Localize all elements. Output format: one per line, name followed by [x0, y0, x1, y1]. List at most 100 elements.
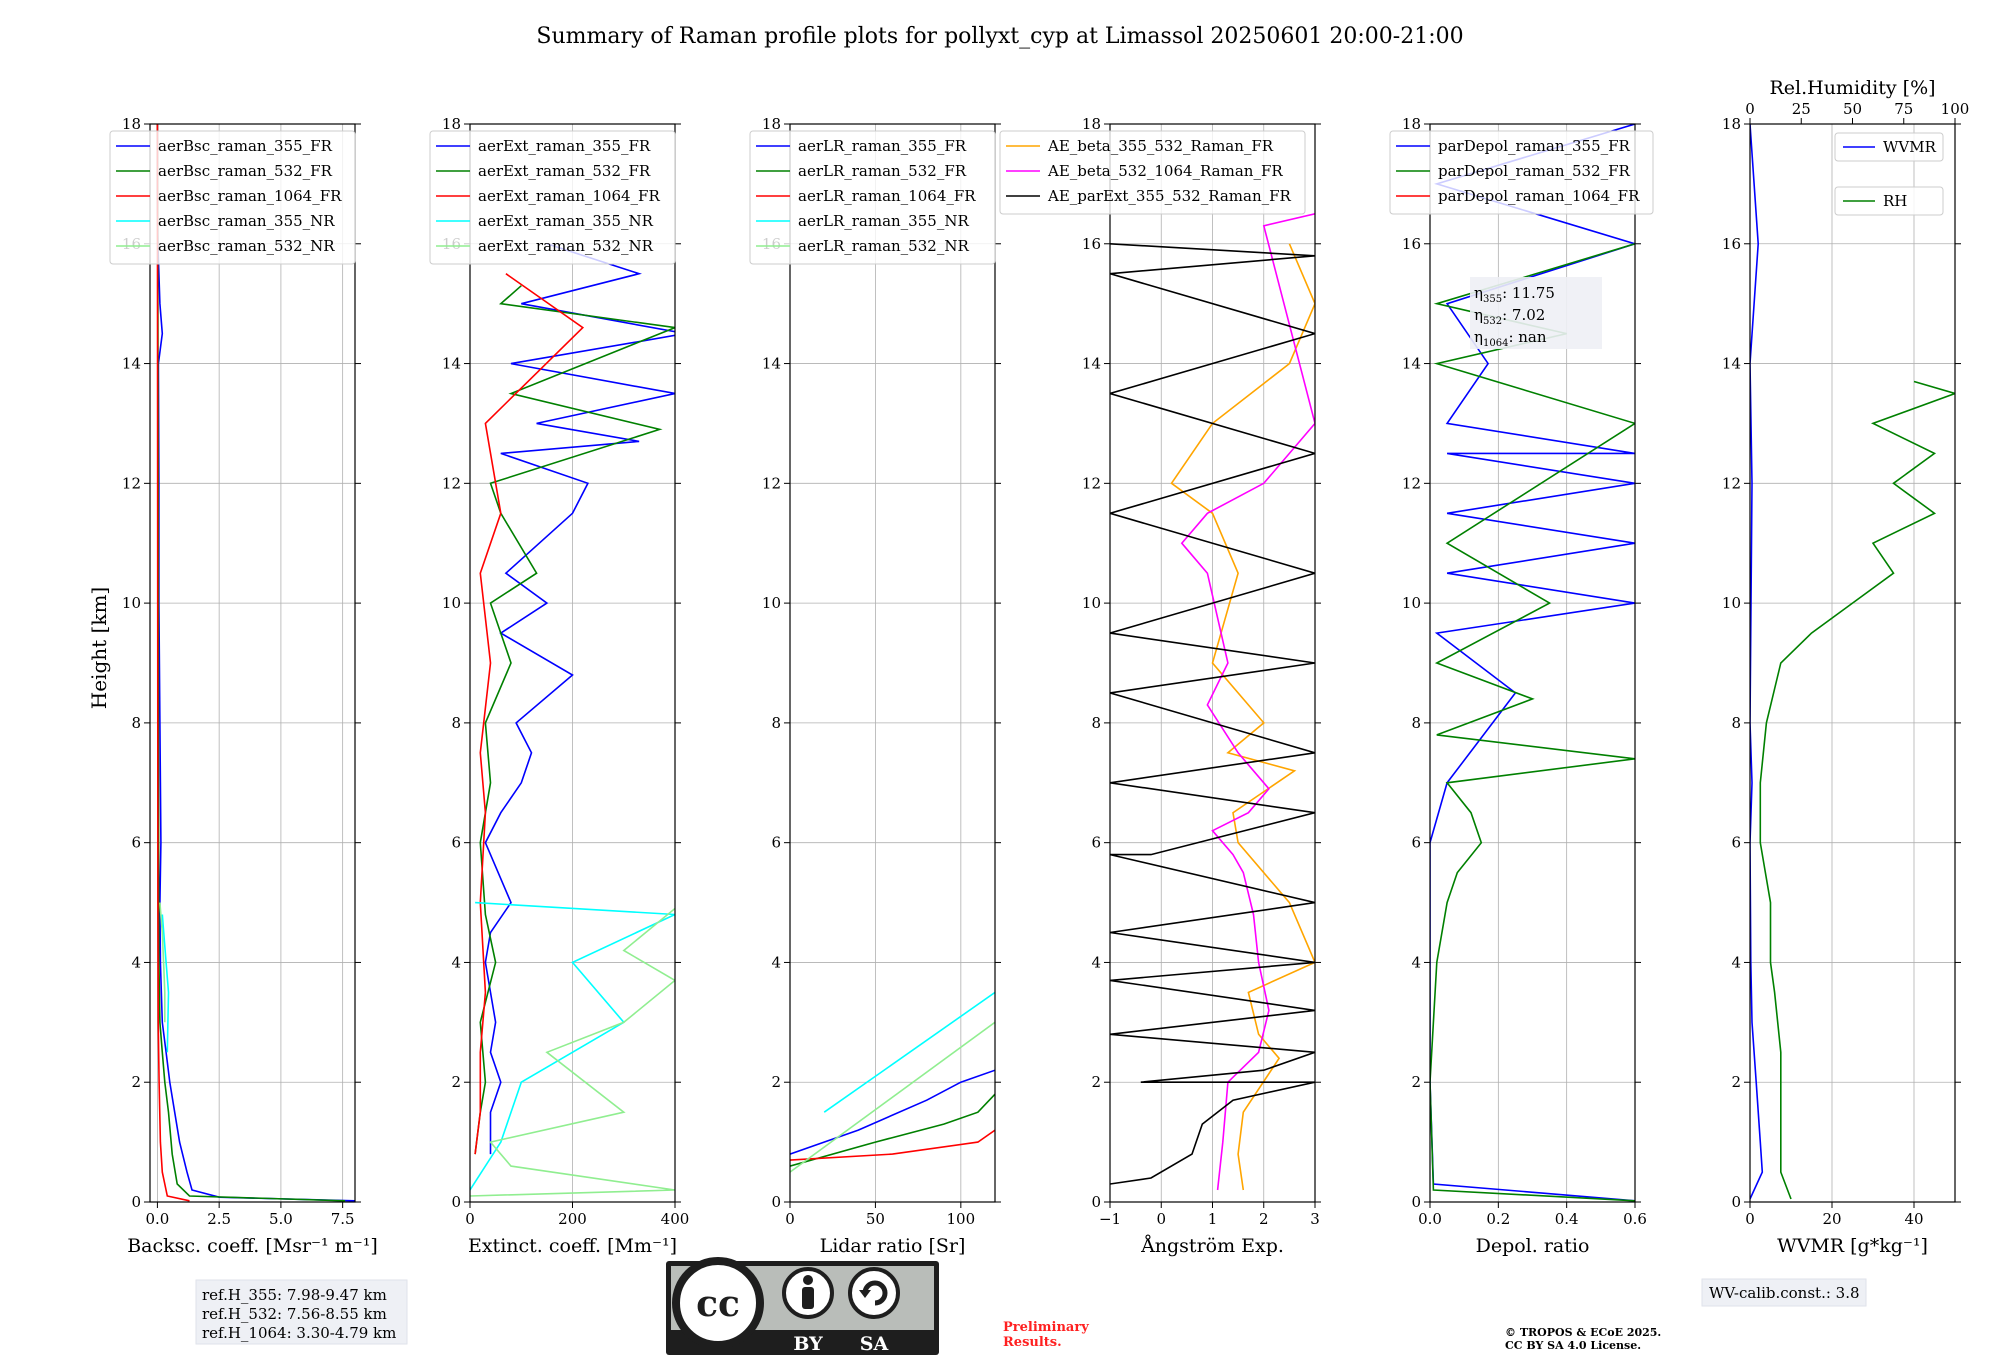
- series-aerlr-raman-532-fr: [790, 1093, 995, 1167]
- x-tick-label: 0: [1156, 1210, 1166, 1228]
- legend-box: [429, 130, 676, 265]
- x-tick-label: 40: [1904, 1210, 1923, 1228]
- series-ae-beta-532-1064-raman-fr: [1180, 213, 1315, 1191]
- legend-box: [1389, 130, 1654, 215]
- series-aerbsc-raman-355-nr: [161, 914, 170, 1053]
- y-tick-label: 0: [131, 1193, 141, 1211]
- legend: aerExt_raman_355_FR aerExt_raman_532_FRae…: [429, 130, 676, 265]
- x-tick-label: −1: [1099, 1210, 1121, 1228]
- y-tick-label: 12: [1402, 474, 1421, 492]
- series-group: [156, 124, 355, 1202]
- legend-label: parDepol_raman_532_FR: [1438, 162, 1631, 180]
- y-tick-label: 6: [1411, 834, 1421, 852]
- series-group: [790, 991, 995, 1173]
- copyright-line2: CC BY SA 4.0 License.: [1505, 1339, 1641, 1352]
- y-tick-label: 10: [762, 594, 781, 612]
- legend-box: [109, 130, 356, 265]
- wv-calib-box: WV-calib.const.: 3.8: [1701, 1278, 1867, 1307]
- ref-height-1064: ref.H_1064: 3.30-4.79 km: [202, 1324, 396, 1342]
- legend-label: AE_beta_532_1064_Raman_FR: [1047, 162, 1283, 180]
- y-tick-label: 2: [771, 1073, 781, 1091]
- x-tick-label: 20: [1822, 1210, 1841, 1228]
- figure-title: Summary of Raman profile plots for polly…: [536, 24, 1463, 49]
- eta-line: η1064: nan: [1474, 328, 1547, 349]
- series-group: [1750, 124, 1955, 1200]
- x-axis-label: Depol. ratio: [1476, 1235, 1590, 1257]
- y-tick-label: 4: [1731, 953, 1741, 971]
- y-tick-label: 2: [131, 1073, 141, 1091]
- legend-box: [1834, 132, 1944, 162]
- legend-label: AE_beta_355_532_Raman_FR: [1047, 137, 1274, 155]
- y-tick-label: 18: [122, 115, 141, 133]
- y-tick-label: 12: [762, 474, 781, 492]
- legend-label: aerLR_raman_355_FR: [798, 137, 967, 155]
- y-tick-label: 18: [762, 115, 781, 133]
- legend-label: AE_parExt_355_532_Raman_FR: [1047, 187, 1292, 205]
- y-tick-label: 0: [451, 1193, 461, 1211]
- panel-5: 0 2 4 6 8 10 12 14 16 18 0.0 0.2 0.4 0.6 Depol. ratio p…: [1389, 115, 1654, 1257]
- x-tick-label: 7.5: [331, 1210, 355, 1228]
- y-tick-label: 14: [762, 355, 781, 373]
- legend-label: RH: [1883, 192, 1907, 210]
- y-tick-label: 12: [1082, 474, 1101, 492]
- legend-label: WVMR: [1883, 138, 1937, 156]
- cc-sa-label: SA: [860, 1333, 889, 1355]
- share-alike-icon: [848, 1267, 900, 1319]
- y-tick-label: 12: [122, 474, 141, 492]
- x2-tick-label: 50: [1843, 100, 1862, 118]
- legend-label: aerLR_raman_1064_FR: [798, 187, 976, 205]
- legend-box: [999, 130, 1306, 215]
- series-aerbsc-raman-532-nr: [159, 902, 166, 1023]
- y-tick-label: 4: [771, 953, 781, 971]
- legend-label: aerBsc_raman_532_FR: [158, 162, 333, 180]
- series-rh: [1759, 380, 1955, 1200]
- y-tick-label: 6: [131, 834, 141, 852]
- series-aerlr-raman-1064-fr: [790, 1129, 995, 1161]
- x-axis-label: Extinct. coeff. [Mm⁻¹]: [468, 1235, 677, 1257]
- series-wvmr: [1750, 124, 1764, 1200]
- y-tick-label: 8: [1411, 714, 1421, 732]
- panel-3: 024681012141618050100Lidar ratio [Sr]aer…: [749, 115, 1001, 1257]
- x-tick-label: 0.0: [145, 1210, 169, 1228]
- panel-2: 0246810121416180200400Extinct. coeff. [M…: [429, 115, 689, 1257]
- x-tick-label: 0.4: [1555, 1210, 1579, 1228]
- legend-label: aerExt_raman_355_NR: [478, 212, 654, 230]
- x2-tick-label: 0: [1745, 100, 1755, 118]
- legend-label: aerExt_raman_355_FR: [478, 137, 651, 155]
- x-tick-label: 2.5: [207, 1210, 231, 1228]
- series-aerext-raman-532-nr: [470, 907, 675, 1197]
- cc-by-label: BY: [793, 1333, 823, 1355]
- y-tick-label: 8: [1091, 714, 1101, 732]
- series-aerext-raman-355-fr: [484, 243, 675, 1155]
- legend: aerBsc_raman_355_FR aerBsc_raman_532_FRae…: [109, 130, 356, 265]
- series-aerlr-raman-532-nr: [790, 1021, 995, 1173]
- x-tick-label: 0.6: [1623, 1210, 1647, 1228]
- y-tick-label: 0: [1731, 1193, 1741, 1211]
- series-pardepol-raman-532-fr: [1430, 243, 1635, 1202]
- legend: AE_beta_355_532_Raman_FR AE_beta_532_1064…: [999, 130, 1306, 215]
- x-tick-label: 3: [1310, 1210, 1320, 1228]
- y-tick-label: 4: [131, 953, 141, 971]
- y-tick-label: 14: [1722, 355, 1741, 373]
- y-tick-label: 18: [1082, 115, 1101, 133]
- series-group: [1110, 213, 1315, 1191]
- y-tick-label: 2: [1411, 1073, 1421, 1091]
- series-aerbsc-raman-355-fr: [156, 124, 355, 1202]
- y-tick-label: 14: [442, 355, 461, 373]
- legend-wvmr: WVMR: [1834, 132, 1944, 162]
- y-tick-label: 10: [442, 594, 461, 612]
- legend: aerLR_raman_355_FR aerLR_raman_532_FR aerL…: [749, 130, 996, 265]
- x-tick-label: 50: [866, 1210, 885, 1228]
- plot-frame: [149, 123, 356, 1203]
- cc-logo-icon: cc: [672, 1257, 764, 1349]
- legend-label: aerLR_raman_532_NR: [798, 237, 969, 255]
- legend-label: parDepol_raman_355_FR: [1438, 137, 1631, 155]
- legend-label: parDepol_raman_1064_FR: [1438, 187, 1640, 205]
- x2-tick-label: 100: [1941, 100, 1970, 118]
- series-ae-beta-355-532-raman-fr: [1170, 243, 1315, 1191]
- series-aerext-raman-532-fr: [474, 285, 675, 1155]
- y-tick-label: 10: [122, 594, 141, 612]
- x-tick-label: 0.0: [1418, 1210, 1442, 1228]
